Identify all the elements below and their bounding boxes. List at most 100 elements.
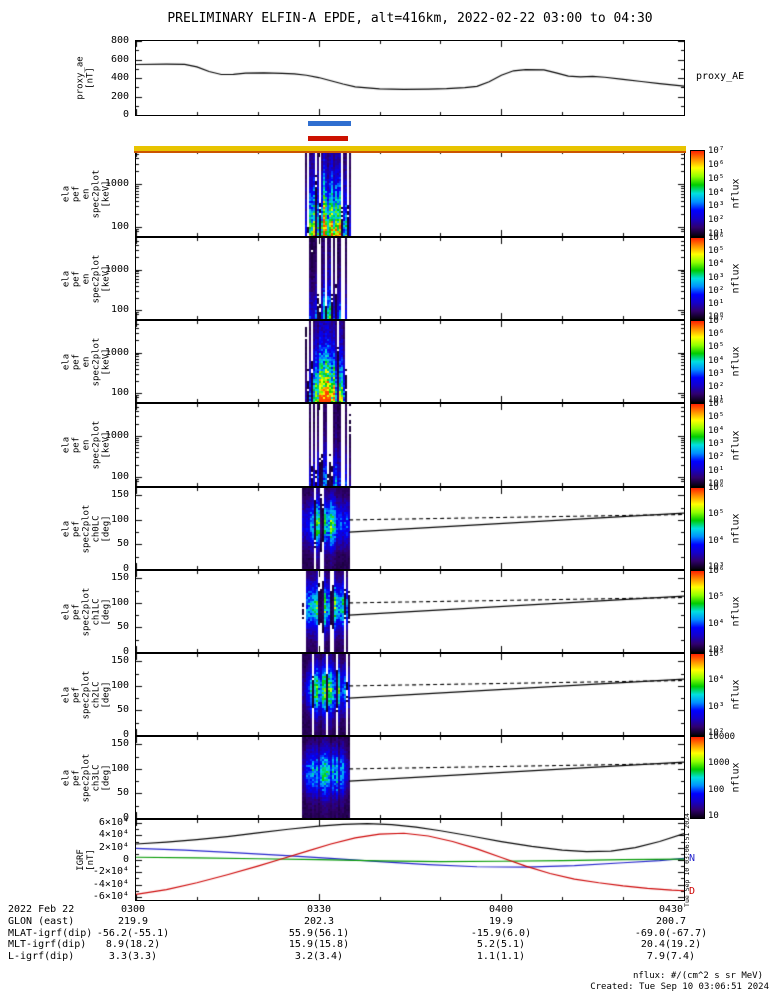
ytick-label-en_spec_4-0: 1000 [104, 429, 129, 441]
ytick-label-igrf-5: -4×10⁴ [92, 878, 129, 890]
flux-units-note: nflux: #/(cm^2 s sr MeV) [632, 971, 763, 981]
colorbar-label-ch2lc-3: 10² [708, 728, 725, 738]
footer-cell-4-2: 1.1(1.1) [476, 951, 526, 962]
colorbar-label-en_spec_4-0: 10⁶ [708, 399, 725, 409]
ytick-label-en_spec_1-0: 1000 [104, 178, 129, 190]
science-zone-bar-red [308, 136, 349, 141]
colorbar-title-en_spec_2: nflux [727, 237, 745, 320]
colorbar-label-ch3lc-1: 1000 [708, 758, 730, 769]
colorbar-en_spec_2 [690, 237, 705, 320]
ytick-label-ch1lc-2: 50 [116, 621, 129, 633]
colorbar-ch0lc [690, 487, 705, 570]
ytick-label-ch0lc-1: 100 [110, 513, 129, 525]
colorbar-label-en_spec_2-6: 10⁰ [708, 312, 725, 322]
colorbar-label-en_spec_3-4: 10³ [708, 368, 725, 379]
colorbar-label-ch3lc-0: 10000 [708, 732, 736, 742]
colorbar-label-en_spec_1-1: 10⁶ [708, 159, 725, 170]
footer-cell-0-1: 0330 [306, 904, 332, 915]
footer-cell-2-0: -56.2(-55.1) [96, 928, 170, 939]
panel-canvas-en_spec_4 [136, 404, 684, 486]
footer-row-label-2: MLAT-igrf(dip) [8, 928, 93, 939]
colorbar-title-text-ch2lc: nflux [730, 679, 742, 710]
footer-cell-1-1: 202.3 [303, 916, 335, 927]
colorbar-title-en_spec_3: nflux [727, 320, 745, 403]
colorbar-title-text-en_spec_3: nflux [730, 346, 742, 377]
colorbar-title-text-ch1lc: nflux [730, 596, 742, 627]
ylabel-text-en_spec_4: ela pef en spec2plot [keV] [61, 420, 111, 470]
colorbar-label-ch2lc-1: 10⁴ [708, 675, 725, 686]
colorbar-label-ch1lc-1: 10⁵ [708, 592, 725, 603]
panel-frame-proxy [135, 40, 685, 116]
colorbar-en_spec_1 [690, 150, 705, 237]
colorbar-label-ch0lc-0: 10⁶ [708, 483, 725, 493]
panel-frame-en_spec_3 [135, 320, 685, 403]
footer-row-label-1: GLON (east) [8, 916, 75, 927]
ytick-label-igrf-0: 6×10⁴ [98, 817, 129, 829]
colorbar-label-en_spec_3-6: 10¹ [708, 395, 725, 405]
ytick-label-proxy-2: 400 [110, 72, 129, 83]
ytick-label-ch0lc-0: 150 [110, 489, 129, 501]
colorbar-label-en_spec_4-1: 10⁵ [708, 412, 725, 423]
colorbar-ch2lc [690, 653, 705, 736]
panel-canvas-en_spec_3 [136, 321, 684, 402]
colorbar-label-en_spec_3-1: 10⁶ [708, 329, 725, 340]
colorbar-label-en_spec_1-4: 10³ [708, 201, 725, 212]
footer-cell-4-3: 7.9(7.4) [646, 951, 696, 962]
ytick-label-ch1lc-3: 0 [122, 646, 129, 657]
ytick-label-en_spec_1-1: 100 [110, 220, 129, 232]
footer-cell-2-3: -69.0(-67.7) [634, 928, 708, 939]
panel-frame-ch3lc [135, 736, 685, 819]
panel-canvas-ch3lc [136, 737, 684, 818]
colorbar-label-en_spec_4-2: 10⁴ [708, 425, 725, 436]
ytick-label-proxy-1: 600 [110, 53, 129, 65]
ytick-label-ch2lc-3: 0 [122, 729, 129, 740]
colorbar-label-en_spec_4-4: 10² [708, 452, 725, 463]
footer-cell-3-0: 8.9(18.2) [105, 939, 161, 950]
ytick-label-ch3lc-3: 0 [122, 812, 129, 823]
footer-row-label-4: L-igrf(dip) [8, 951, 75, 962]
colorbar-ch3lc [690, 736, 705, 819]
colorbar-title-ch2lc: nflux [727, 653, 745, 736]
colorbar-label-en_spec_1-3: 10⁴ [708, 187, 725, 198]
ytick-label-proxy-3: 200 [110, 90, 129, 102]
colorbar-title-text-ch0lc: nflux [730, 513, 742, 544]
footer-row-label-0: 2022 Feb 22 [8, 904, 75, 915]
ylabel-text-en_spec_2: ela pef en spec2plot [keV] [61, 254, 111, 303]
panel-canvas-en_spec_1 [136, 151, 684, 236]
series-label-N: N [689, 853, 696, 865]
colorbar-label-en_spec_4-6: 10⁰ [708, 479, 725, 489]
colorbar-en_spec_3 [690, 320, 705, 403]
panel-frame-en_spec_4 [135, 403, 685, 487]
footer-cell-1-2: 19.9 [488, 916, 514, 927]
side-timestamp-wrap: Tue Sep 10 03:06:51 2024 [680, 813, 694, 907]
colorbar-label-ch2lc-0: 10⁵ [708, 649, 725, 659]
colorbar-label-en_spec_3-0: 10⁷ [708, 316, 725, 326]
colorbar-label-en_spec_4-5: 10¹ [708, 465, 725, 476]
ytick-label-en_spec_2-0: 1000 [104, 263, 129, 275]
created-note: Created: Tue Sep 10 03:06:51 2024 [590, 982, 769, 992]
footer-cell-0-2: 0400 [488, 904, 514, 915]
ytick-label-en_spec_4-1: 100 [110, 470, 129, 482]
colorbar-label-en_spec_2-4: 10² [708, 285, 725, 296]
ytick-label-ch3lc-1: 100 [110, 762, 129, 774]
footer-cell-1-0: 219.9 [117, 916, 149, 927]
panel-frame-igrf [135, 819, 685, 901]
colorbar-label-ch0lc-3: 10³ [708, 562, 725, 572]
colorbar-label-en_spec_3-3: 10⁴ [708, 355, 725, 366]
colorbar-title-text-ch3lc: nflux [730, 762, 742, 793]
colorbar-label-en_spec_3-5: 10² [708, 381, 725, 392]
ytick-label-ch1lc-1: 100 [110, 596, 129, 608]
footer-row-label-3: MLT-igrf(dip) [8, 939, 87, 950]
colorbar-title-text-en_spec_2: nflux [730, 263, 742, 294]
ytick-label-ch3lc-0: 150 [110, 738, 129, 750]
panel-frame-ch1lc [135, 570, 685, 653]
colorbar-ch1lc [690, 570, 705, 653]
ytick-label-proxy-4: 0 [122, 109, 129, 120]
panel-canvas-proxy [136, 41, 684, 115]
panel-canvas-ch1lc [136, 571, 684, 652]
ytick-label-igrf-2: 2×10⁴ [98, 841, 129, 853]
colorbar-label-ch1lc-0: 10⁶ [708, 566, 725, 576]
colorbar-label-en_spec_1-2: 10⁵ [708, 173, 725, 184]
colorbar-label-en_spec_1-6: 10¹ [708, 229, 725, 239]
